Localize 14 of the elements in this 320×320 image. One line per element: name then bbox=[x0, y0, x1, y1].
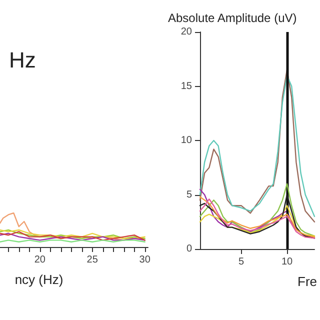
y-tick-label: 15 bbox=[180, 80, 192, 92]
y-tick-label: 5 bbox=[186, 189, 192, 200]
x-axis-title: ncy (Hz) bbox=[14, 272, 64, 287]
x-axis-title: Fre bbox=[298, 274, 317, 289]
x-tick-label: 5 bbox=[238, 256, 244, 268]
chart-title: Hz bbox=[9, 48, 36, 72]
y-tick-label: 10 bbox=[180, 135, 192, 146]
x-tick-label: 20 bbox=[34, 254, 46, 266]
x-tick-label: 10 bbox=[281, 256, 294, 268]
y-tick-label: 20 bbox=[180, 26, 192, 38]
y-axis-title: Absolute Amplitude (uV) bbox=[168, 11, 297, 25]
x-tick-label: 30 bbox=[139, 254, 151, 266]
y-tick-label: 0 bbox=[186, 244, 192, 254]
x-tick-label: 25 bbox=[86, 254, 98, 266]
